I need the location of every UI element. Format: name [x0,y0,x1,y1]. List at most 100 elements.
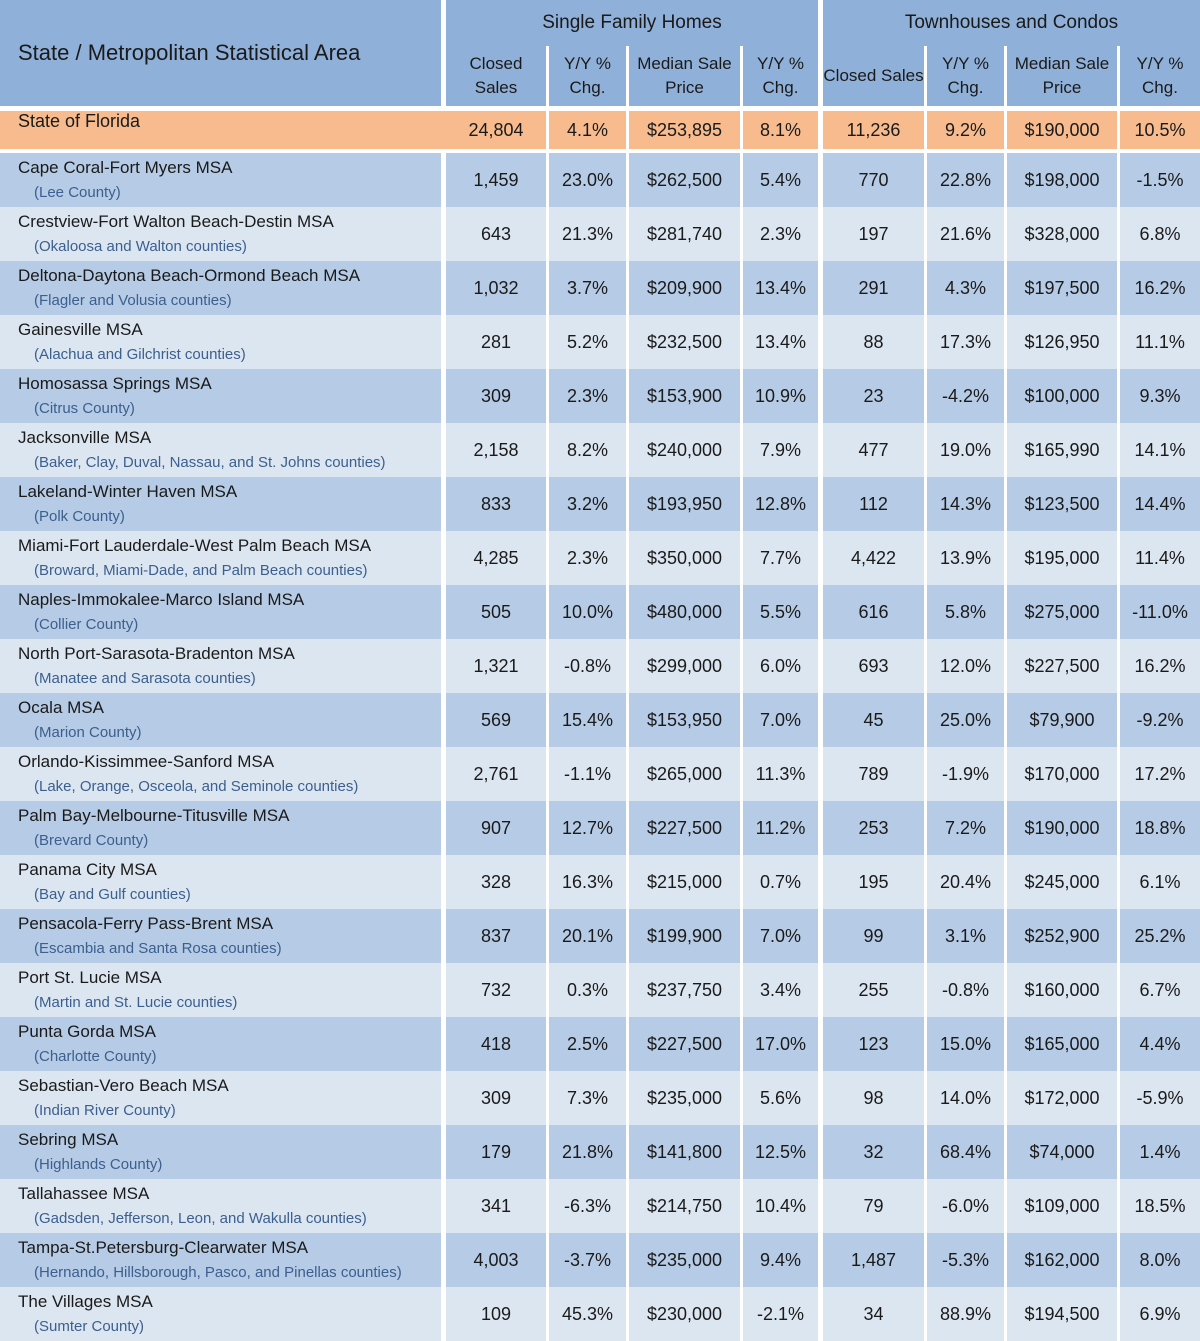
tc-closed-sales: 255 [823,963,927,1017]
tc-median-price: $165,990 [1007,423,1120,477]
tc-median-price: $275,000 [1007,585,1120,639]
tc-closed-sales: 32 [823,1125,927,1179]
table-row: Pensacola-Ferry Pass-Brent MSA (Escambia … [0,909,1200,963]
tc-price-chg: 1.4% [1120,1125,1200,1179]
sfh-price-chg: 11.3% [743,747,823,801]
sfh-sales-chg: 12.7% [549,801,629,855]
msa-name: Crestview-Fort Walton Beach-Destin MSA [18,212,334,231]
tc-closed-sales: 11,236 [823,111,927,153]
msa-counties: (Polk County) [34,508,125,525]
sfh-sales-chg: 4.1% [549,111,629,153]
sfh-closed-sales: 1,321 [446,639,549,693]
area-cell: Miami-Fort Lauderdale-West Palm Beach MS… [0,531,446,585]
table-row: Sebastian-Vero Beach MSA (Indian River Co… [0,1071,1200,1125]
sfh-median-price: $262,500 [629,153,743,207]
tc-closed-sales: 1,487 [823,1233,927,1287]
msa-counties: (Lee County) [34,184,121,201]
tc-price-chg: 25.2% [1120,909,1200,963]
tc-closed-sales: 477 [823,423,927,477]
tc-sales-chg: -5.3% [927,1233,1007,1287]
msa-name: Jacksonville MSA [18,428,152,447]
sfh-sales-chg: 7.3% [549,1071,629,1125]
msa-counties: (Baker, Clay, Duval, Nassau, and St. Joh… [34,454,386,471]
sfh-median-price: $153,900 [629,369,743,423]
tc-closed-sales: 4,422 [823,531,927,585]
tc-median-price: $252,900 [1007,909,1120,963]
sfh-sales-chg: 10.0% [549,585,629,639]
sfh-median-price: $265,000 [629,747,743,801]
table-body: State of Florida 24,804 4.1% $253,895 8.… [0,111,1200,1341]
area-cell: Pensacola-Ferry Pass-Brent MSA (Escambia … [0,909,446,963]
sfh-closed-sales: 907 [446,801,549,855]
sfh-closed-sales: 309 [446,369,549,423]
area-cell: Orlando-Kissimmee-Sanford MSA (Lake, Oran… [0,747,446,801]
sfh-sales-chg: 2.3% [549,369,629,423]
sfh-price-chg: 6.0% [743,639,823,693]
msa-counties: (Citrus County) [34,400,135,417]
sfh-price-chg: 8.1% [743,111,823,153]
tc-sales-chg: 21.6% [927,207,1007,261]
sfh-median-price: $281,740 [629,207,743,261]
area-cell: Lakeland-Winter Haven MSA (Polk County) [0,477,446,531]
tc-closed-sales: 112 [823,477,927,531]
tc-median-price-header: Median Sale Price [1007,46,1120,111]
sfh-sales-chg: 2.3% [549,531,629,585]
msa-counties: (Brevard County) [34,832,149,849]
sfh-sales-chg: -6.3% [549,1179,629,1233]
table-row: Naples-Immokalee-Marco Island MSA (Collie… [0,585,1200,639]
tc-closed-sales: 123 [823,1017,927,1071]
table-row: North Port-Sarasota-Bradenton MSA (Manate… [0,639,1200,693]
tc-price-chg: 11.1% [1120,315,1200,369]
msa-counties: (Escambia and Santa Rosa counties) [34,940,282,957]
table-row: Cape Coral-Fort Myers MSA (Lee County) 1,4… [0,153,1200,207]
tc-median-price: $190,000 [1007,801,1120,855]
sfh-closed-sales: 281 [446,315,549,369]
tc-sales-chg: 17.3% [927,315,1007,369]
area-cell: The Villages MSA (Sumter County) [0,1287,446,1341]
msa-counties: (Manatee and Sarasota counties) [34,670,256,687]
sfh-closed-sales: 341 [446,1179,549,1233]
tc-sales-chg: 9.2% [927,111,1007,153]
sfh-median-price: $299,000 [629,639,743,693]
table-row: Gainesville MSA (Alachua and Gilchrist co… [0,315,1200,369]
sfh-median-price: $232,500 [629,315,743,369]
sfh-closed-sales: 1,032 [446,261,549,315]
sfh-median-price-header: Median Sale Price [629,46,743,111]
state-name: State of Florida [0,111,446,153]
sfh-median-price: $235,000 [629,1071,743,1125]
msa-counties: (Flagler and Volusia counties) [34,292,232,309]
sfh-median-price: $480,000 [629,585,743,639]
tc-median-price: $245,000 [1007,855,1120,909]
sfh-closed-sales: 4,003 [446,1233,549,1287]
area-column-header: State / Metropolitan Statistical Area [0,0,446,111]
msa-name: The Villages MSA [18,1292,153,1311]
sfh-closed-sales: 569 [446,693,549,747]
tc-closed-sales: 195 [823,855,927,909]
tc-median-price: $194,500 [1007,1287,1120,1341]
tc-price-chg: 6.7% [1120,963,1200,1017]
sfh-median-price: $350,000 [629,531,743,585]
tc-sales-chg: -1.9% [927,747,1007,801]
tc-median-price: $109,000 [1007,1179,1120,1233]
tc-closed-sales: 79 [823,1179,927,1233]
sfh-closed-sales: 732 [446,963,549,1017]
area-cell: North Port-Sarasota-Bradenton MSA (Manate… [0,639,446,693]
sfh-sales-chg: -0.8% [549,639,629,693]
tc-closed-sales: 253 [823,801,927,855]
msa-counties: (Hernando, Hillsborough, Pasco, and Pine… [34,1264,402,1281]
tc-price-chg: 8.0% [1120,1233,1200,1287]
msa-name: Palm Bay-Melbourne-Titusville MSA [18,806,290,825]
tc-price-chg: 17.2% [1120,747,1200,801]
table-row: Punta Gorda MSA (Charlotte County) 418 2.5%… [0,1017,1200,1071]
tc-closed-sales: 23 [823,369,927,423]
tc-price-chg: 16.2% [1120,261,1200,315]
table-row: Palm Bay-Melbourne-Titusville MSA (Brevar… [0,801,1200,855]
tc-median-price: $197,500 [1007,261,1120,315]
tc-median-price: $190,000 [1007,111,1120,153]
tc-median-price: $227,500 [1007,639,1120,693]
msa-name: Ocala MSA [18,698,104,717]
msa-name: Sebring MSA [18,1130,119,1149]
tc-sales-chg: -4.2% [927,369,1007,423]
sfh-price-chg-header: Y/Y % Chg. [743,46,823,111]
